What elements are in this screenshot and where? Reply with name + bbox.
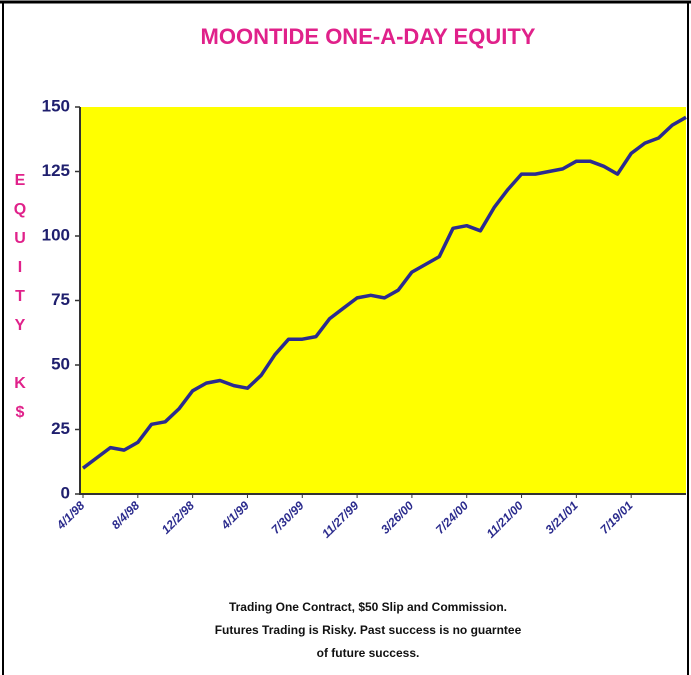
x-tick-label: 11/27/99 (319, 498, 362, 541)
y-tick-label: 50 (51, 354, 70, 373)
note: Futures Trading is Risky. Past success i… (215, 623, 522, 637)
x-tick-label: 7/19/01 (597, 498, 635, 536)
x-tick-label: 4/1/99 (218, 498, 252, 532)
x-tick-label: 11/21/00 (484, 498, 527, 541)
equity-line (81, 115, 687, 470)
y-tick-label: 150 (42, 96, 70, 115)
note: of future success. (317, 646, 420, 660)
y-tick-label: 100 (42, 225, 70, 244)
plot-area (80, 107, 686, 494)
x-tick-label: 3/26/00 (378, 498, 416, 536)
x-tick-label: 3/21/01 (543, 498, 581, 536)
y-tick-label: 75 (51, 290, 70, 309)
y-axis-label: EQUITY K$ (12, 172, 29, 433)
chart-title: MOONTIDE ONE-A-DAY EQUITY (201, 24, 536, 49)
x-tick-label: 12/2/98 (159, 498, 197, 536)
x-tick-label: 8/4/98 (109, 498, 143, 532)
x-tick-label: 4/1/98 (53, 498, 87, 532)
x-tick-label: 7/24/00 (433, 498, 471, 536)
y-tick-label: 25 (51, 419, 70, 438)
y-tick-label: 0 (61, 483, 70, 502)
note: Trading One Contract, $50 Slip and Commi… (229, 600, 507, 614)
x-tick-label: 7/30/99 (268, 498, 306, 536)
y-tick-label: 125 (42, 161, 70, 180)
